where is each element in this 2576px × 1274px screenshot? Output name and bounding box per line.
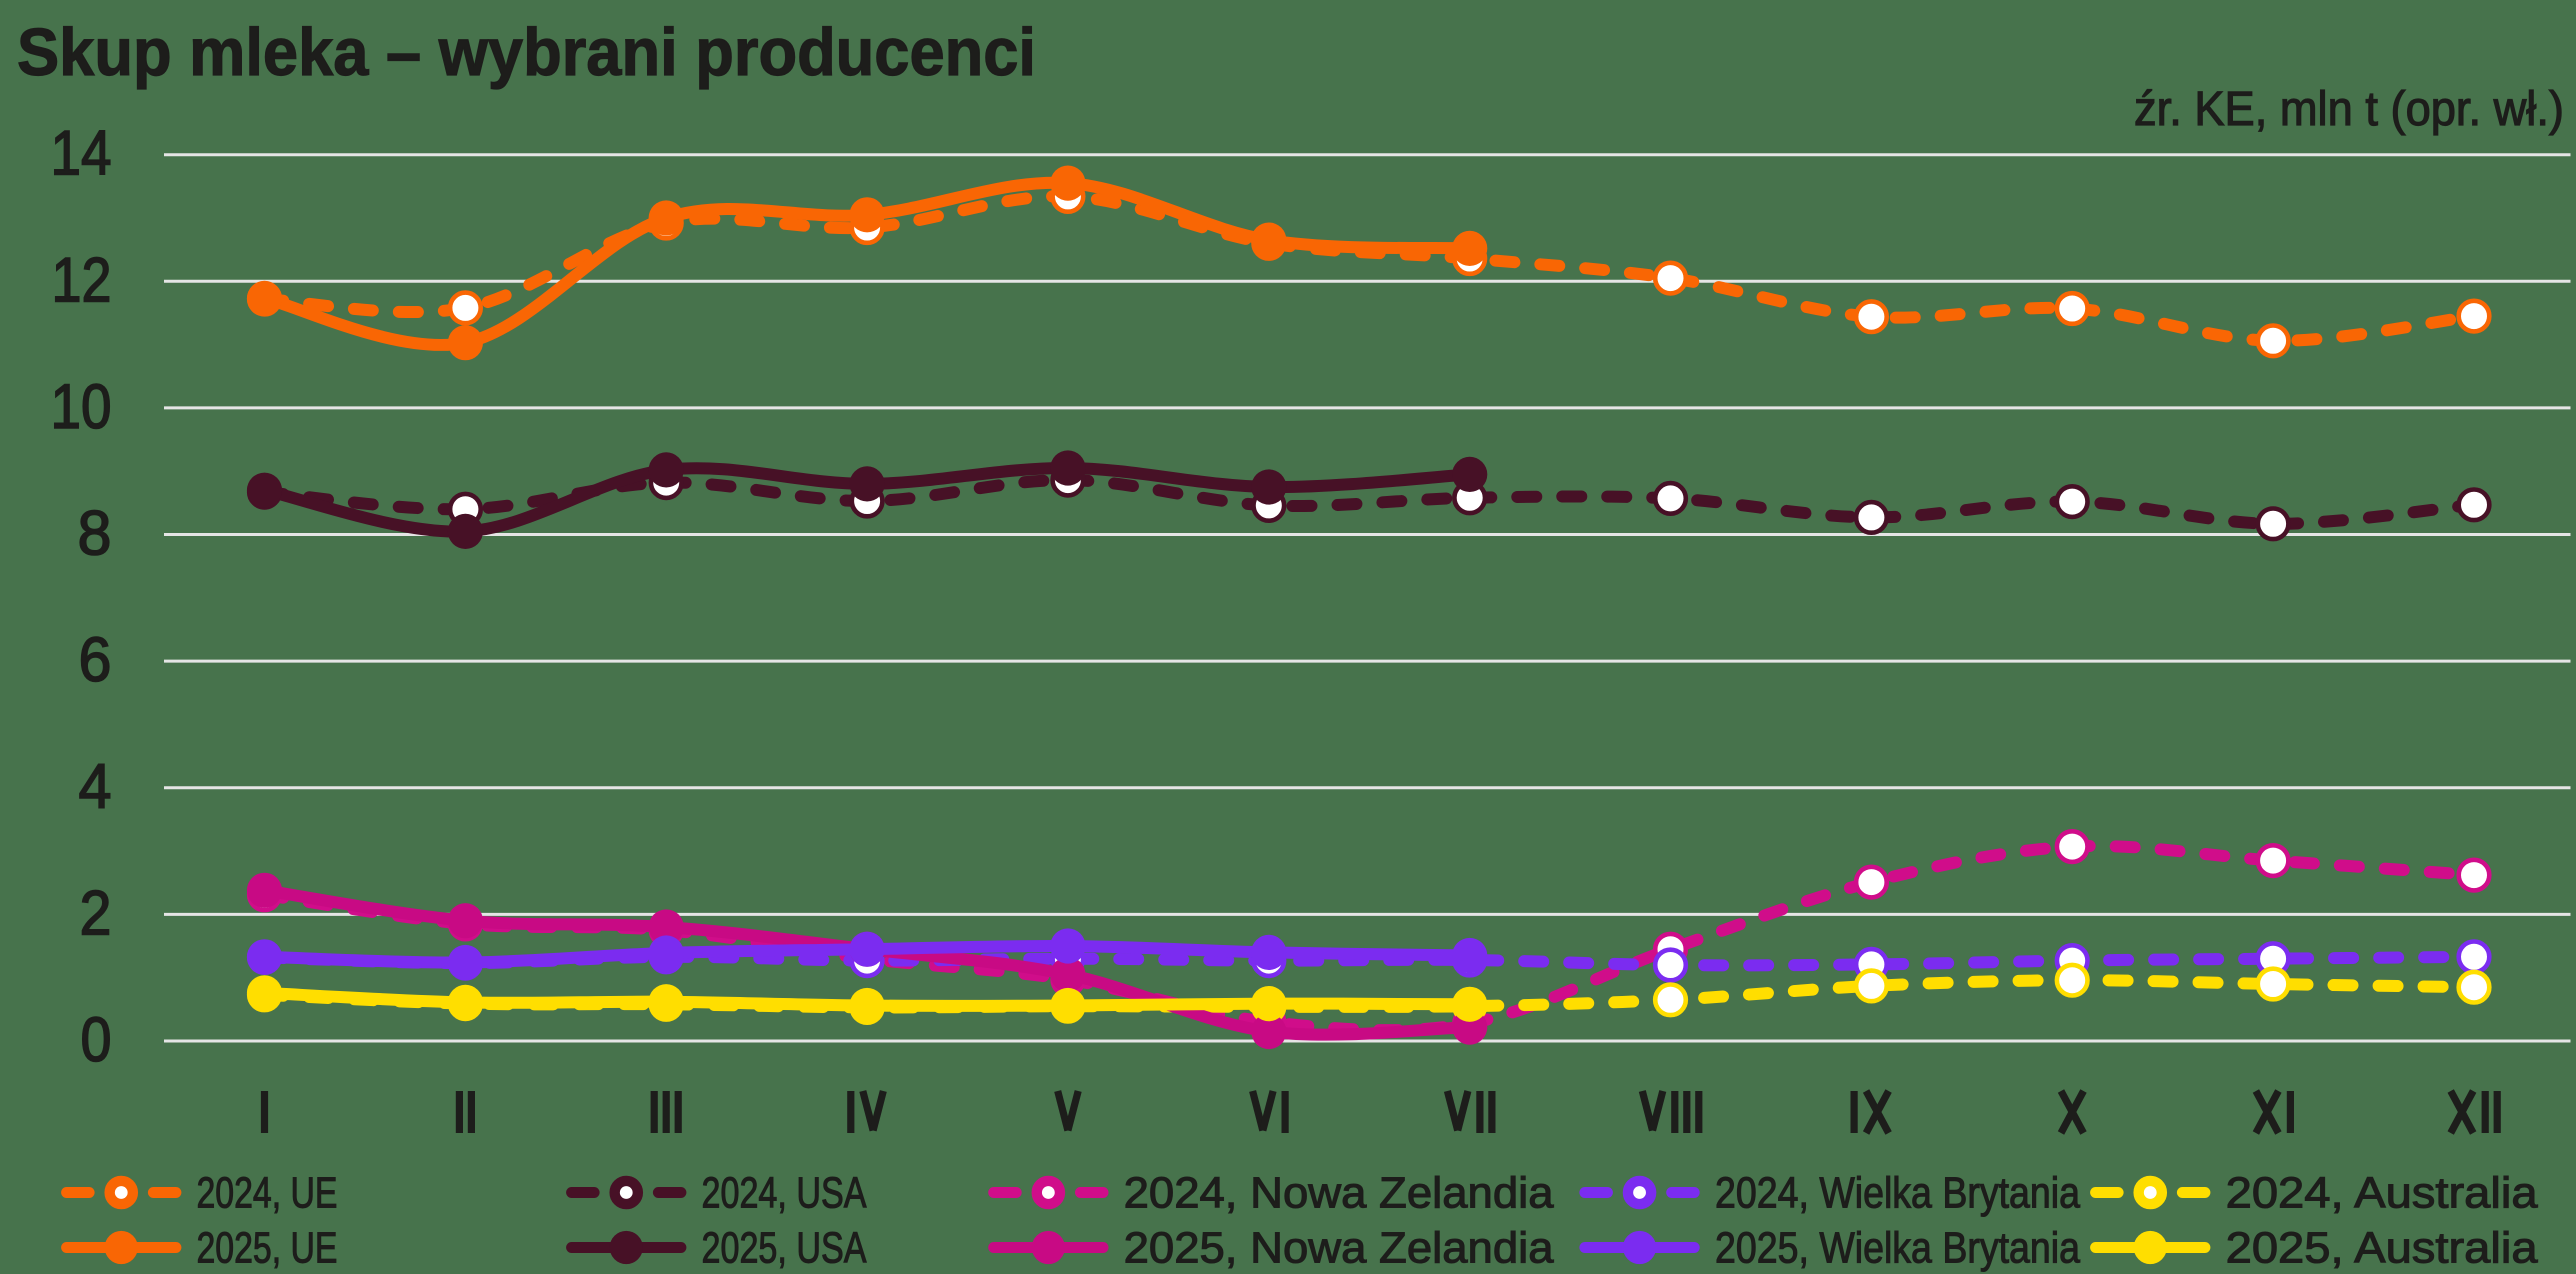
svg-text:14: 14: [51, 119, 112, 189]
svg-text:Skup mleka – wybrani producenc: Skup mleka – wybrani producenci: [17, 15, 1036, 90]
svg-text:źr. KE, mln t (opr. wł.): źr. KE, mln t (opr. wł.): [2134, 83, 2564, 136]
svg-text:12: 12: [52, 245, 112, 315]
svg-text:2025, UE: 2025, UE: [197, 1224, 338, 1273]
svg-text:2025, Australia: 2025, Australia: [2226, 1224, 2539, 1273]
svg-text:2024, Australia: 2024, Australia: [2226, 1169, 2539, 1218]
svg-text:2024, USA: 2024, USA: [702, 1169, 867, 1218]
svg-text:2024, Wielka Brytania: 2024, Wielka Brytania: [1715, 1169, 2080, 1218]
svg-text:2025, Nowa Zelandia: 2025, Nowa Zelandia: [1124, 1224, 1555, 1273]
svg-text:4: 4: [79, 752, 112, 822]
svg-text:2025, Wielka Brytania: 2025, Wielka Brytania: [1715, 1224, 2080, 1273]
svg-text:2: 2: [80, 878, 112, 948]
svg-text:10: 10: [51, 372, 112, 442]
svg-text:2024, Nowa Zelandia: 2024, Nowa Zelandia: [1124, 1169, 1555, 1218]
svg-text:8: 8: [78, 499, 112, 569]
svg-text:2024, UE: 2024, UE: [197, 1169, 338, 1218]
svg-text:0: 0: [81, 1005, 112, 1075]
svg-text:6: 6: [79, 625, 112, 695]
svg-text:2025, USA: 2025, USA: [702, 1224, 867, 1273]
